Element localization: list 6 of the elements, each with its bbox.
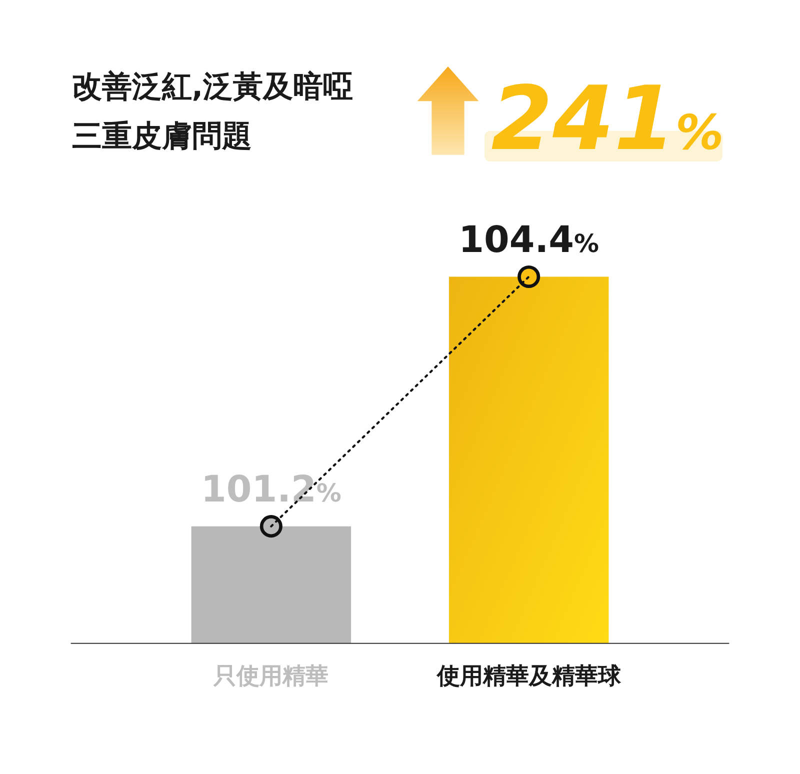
- chart-title: 改善泛紅,泛黃及暗啞三重皮膚問題: [72, 69, 354, 154]
- data-label: 101.2%: [201, 467, 342, 510]
- data-label: 104.4%: [458, 218, 599, 261]
- x-tick-label: 使用精華及精華球: [436, 664, 622, 690]
- text: 241%: [491, 67, 724, 170]
- x-tick-label: 只使用精華: [212, 664, 329, 690]
